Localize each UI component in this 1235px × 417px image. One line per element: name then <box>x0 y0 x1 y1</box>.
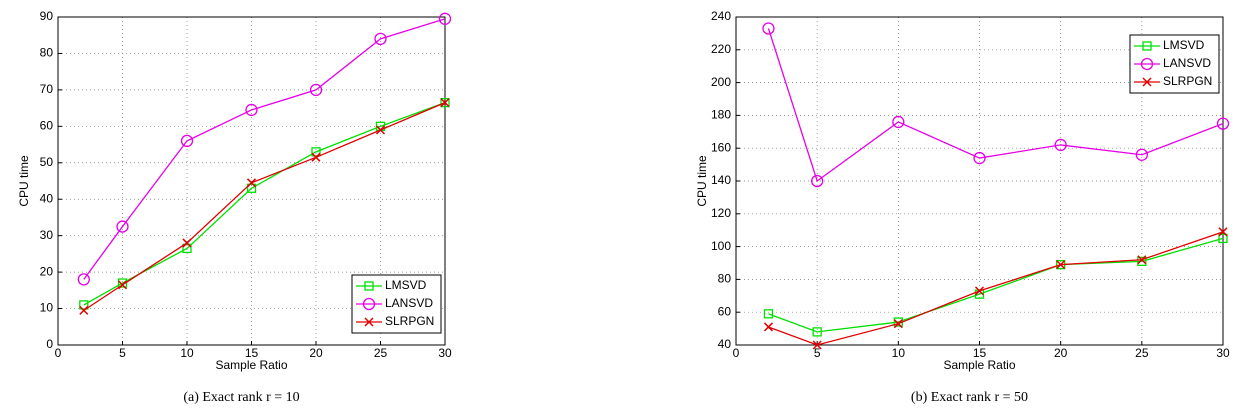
legend-marker <box>364 317 374 327</box>
y-tick-label: 10 <box>40 301 54 315</box>
legend-label: LMSVD <box>1163 38 1205 52</box>
marker <box>1056 260 1066 270</box>
y-tick-label: 100 <box>711 239 731 253</box>
marker <box>182 238 192 248</box>
marker <box>309 83 323 97</box>
x-axis-label: Sample Ratio <box>215 358 287 372</box>
y-tick-label: 180 <box>711 108 731 122</box>
x-tick-label: 0 <box>55 346 62 360</box>
legend-label: SLRPGN <box>1163 74 1212 88</box>
y-tick-label: 220 <box>711 42 731 56</box>
x-axis-label: Sample Ratio <box>943 358 1015 372</box>
marker <box>375 125 386 135</box>
x-tick-label: 25 <box>374 346 388 360</box>
y-tick-label: 90 <box>40 9 54 23</box>
legend-label: LANSVD <box>1163 56 1211 70</box>
x-tick-label: 10 <box>892 346 906 360</box>
y-tick-label: 30 <box>40 228 54 242</box>
legend-marker <box>1142 77 1152 87</box>
y-tick-label: 240 <box>711 9 731 23</box>
marker <box>79 305 89 315</box>
marker <box>763 309 774 319</box>
marker <box>1137 256 1147 267</box>
series-line <box>83 102 446 306</box>
y-tick-label: 40 <box>40 191 54 205</box>
marker <box>79 300 89 310</box>
legend-marker <box>1140 57 1154 71</box>
marker <box>763 322 773 332</box>
y-tick-label: 80 <box>40 46 54 60</box>
marker <box>1216 117 1230 130</box>
legend-label: LMSVD <box>385 278 427 292</box>
y-axis-label: CPU time <box>17 155 31 207</box>
plot-frame <box>735 16 1224 346</box>
marker <box>117 278 128 288</box>
marker <box>974 286 985 296</box>
series-line <box>768 237 1224 333</box>
series-line <box>767 28 1224 183</box>
marker <box>440 98 450 108</box>
marker <box>117 280 128 290</box>
x-tick-label: 20 <box>309 346 323 360</box>
marker <box>1218 233 1228 244</box>
y-axis-label: CPU time <box>695 155 709 207</box>
marker <box>893 319 903 329</box>
caption: (a) Exact rank r = 10 <box>183 390 299 405</box>
marker <box>374 32 387 46</box>
x-tick-label: 5 <box>119 346 126 360</box>
y-tick-label: 60 <box>718 304 732 318</box>
marker <box>440 97 450 108</box>
x-tick-label: 10 <box>180 346 194 360</box>
legend-label: SLRPGN <box>385 314 434 328</box>
marker <box>77 273 90 286</box>
marker <box>812 340 822 350</box>
marker <box>438 12 452 25</box>
plot-frame <box>57 16 446 346</box>
y-tick-label: 20 <box>40 264 54 278</box>
y-tick-label: 70 <box>40 82 54 96</box>
caption: (b) Exact rank r = 50 <box>911 390 1028 405</box>
marker <box>182 243 192 254</box>
marker <box>892 115 905 129</box>
x-tick-label: 5 <box>814 346 821 360</box>
legend-marker <box>364 281 374 291</box>
marker <box>311 147 321 157</box>
y-tick-label: 140 <box>711 173 731 187</box>
series-line <box>83 18 446 280</box>
x-tick-label: 30 <box>438 346 452 360</box>
marker <box>246 183 257 193</box>
legend-marker <box>1142 41 1152 51</box>
legend-label: LANSVD <box>385 296 433 310</box>
x-tick-label: 25 <box>1135 346 1149 360</box>
marker <box>812 327 822 337</box>
marker <box>245 103 258 117</box>
y-tick-label: 40 <box>718 337 732 351</box>
legend-marker <box>362 297 376 311</box>
y-tick-label: 60 <box>40 119 54 133</box>
marker <box>1137 255 1147 265</box>
y-tick-label: 160 <box>711 140 731 154</box>
marker <box>1054 138 1067 152</box>
marker <box>311 152 321 162</box>
marker <box>1218 227 1228 237</box>
x-tick-label: 30 <box>1216 346 1230 360</box>
marker <box>1135 148 1148 161</box>
marker <box>762 22 775 35</box>
x-tick-label: 15 <box>973 346 987 360</box>
marker <box>246 178 257 188</box>
marker <box>811 174 824 188</box>
marker <box>180 134 194 148</box>
marker <box>116 220 129 233</box>
y-tick-label: 0 <box>46 337 53 351</box>
y-tick-label: 120 <box>711 206 731 220</box>
y-tick-label: 80 <box>718 272 732 286</box>
x-tick-label: 15 <box>245 346 259 360</box>
y-tick-label: 50 <box>40 155 54 169</box>
y-tick-label: 200 <box>711 75 731 89</box>
x-tick-label: 0 <box>733 346 740 360</box>
marker <box>973 151 986 165</box>
x-tick-label: 20 <box>1054 346 1068 360</box>
